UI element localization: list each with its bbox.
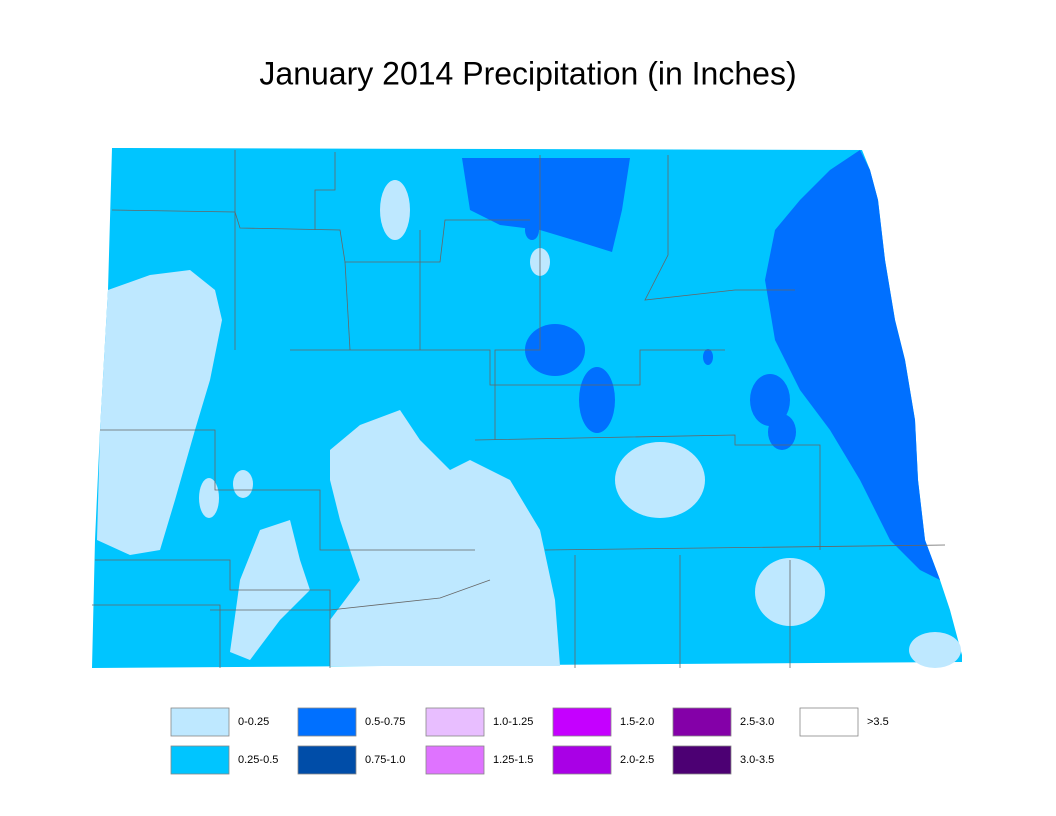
county-lines <box>92 150 946 668</box>
legend-swatch <box>297 707 357 737</box>
map-title: January 2014 Precipitation (in Inches) <box>259 55 796 91</box>
legend-swatch <box>552 745 612 775</box>
legend-label: 0.75-1.0 <box>365 754 405 766</box>
legend-swatch <box>799 707 859 737</box>
legend-label: 1.0-1.25 <box>493 716 533 728</box>
legend-swatch <box>170 745 230 775</box>
legend-swatch <box>672 745 732 775</box>
legend-swatch <box>672 707 732 737</box>
legend: 0-0.25 0.25-0.5 0.5-0.75 0.75-1.0 1.0-1.25 1.… <box>170 707 889 775</box>
legend-label: 3.0-3.5 <box>740 754 774 766</box>
legend-swatch <box>297 745 357 775</box>
legend-label: 0-0.25 <box>238 716 269 728</box>
legend-swatch <box>425 745 485 775</box>
legend-label: >3.5 <box>867 716 889 728</box>
legend-label: 1.5-2.0 <box>620 716 654 728</box>
legend-label: 2.5-3.0 <box>740 716 774 728</box>
legend-swatch <box>552 707 612 737</box>
legend-label: 2.0-2.5 <box>620 754 654 766</box>
legend-label: 0.25-0.5 <box>238 754 278 766</box>
legend-swatch <box>170 707 230 737</box>
legend-label: 1.25-1.5 <box>493 754 533 766</box>
state-area <box>92 148 962 668</box>
legend-swatch <box>425 707 485 737</box>
legend-label: 0.5-0.75 <box>365 716 405 728</box>
map <box>92 148 962 668</box>
